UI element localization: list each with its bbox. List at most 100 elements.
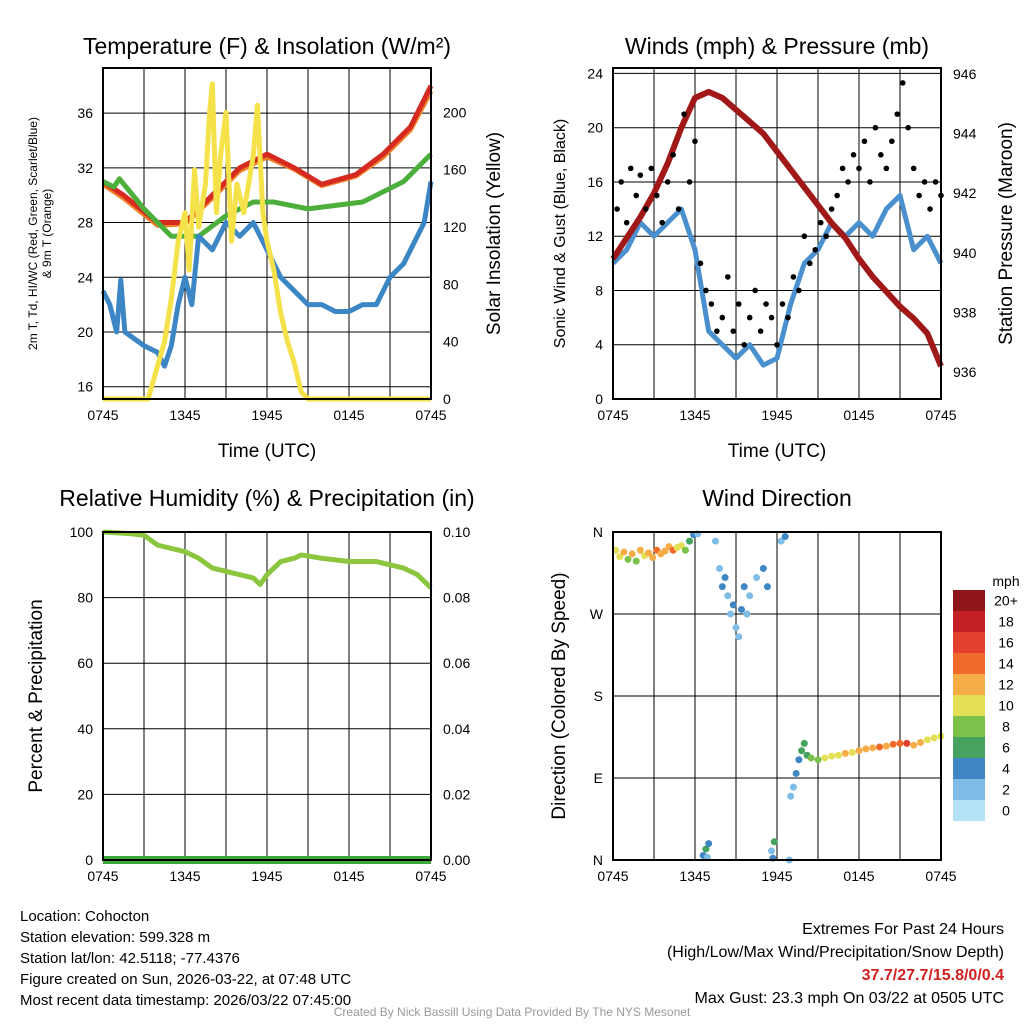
direction-point <box>770 838 778 846</box>
y2-tick-label: 938 <box>953 305 977 321</box>
gust-point <box>796 287 802 294</box>
colorbar-tick-label: 18 <box>998 614 1014 630</box>
y2-tick-label: 944 <box>953 126 977 142</box>
colorbar-swatch <box>953 779 985 800</box>
direction-point <box>705 840 713 848</box>
gust-point <box>927 206 933 212</box>
direction-point <box>718 583 726 591</box>
direction-point <box>923 736 931 744</box>
gust-point <box>623 219 630 226</box>
gust-point <box>801 233 808 240</box>
direction-point <box>828 752 836 760</box>
direction-point <box>716 564 724 572</box>
gust-point <box>768 314 775 321</box>
y-tick-label: 28 <box>77 215 93 231</box>
direction-point <box>740 583 748 591</box>
y2-tick-label: 942 <box>953 185 977 201</box>
colorbar-tick-label: 4 <box>1002 761 1010 777</box>
gust-point <box>741 341 747 348</box>
direction-point <box>807 754 815 762</box>
gust-point <box>850 152 857 158</box>
y-tick-label: 60 <box>77 655 93 671</box>
plot-frame <box>612 531 942 861</box>
x-tick-label: 1945 <box>761 868 792 884</box>
x-tick-label: 1945 <box>761 407 792 423</box>
y-axis-label: Direction (Colored By Speed) <box>549 572 570 819</box>
direction-point <box>735 633 743 641</box>
y-tick-label: 32 <box>77 160 93 176</box>
direction-point <box>729 601 737 609</box>
hi-wc-line <box>100 181 434 369</box>
y-tick-label: 40 <box>77 721 93 737</box>
x-tick-label: 0145 <box>333 868 364 884</box>
station-pressure-line <box>610 88 944 368</box>
gust-point <box>839 165 846 172</box>
y-tick-label: 80 <box>77 590 93 606</box>
station-info: Location: Cohocton Station elevation: 59… <box>20 906 351 1011</box>
direction-point <box>795 756 803 764</box>
direction-point <box>777 537 785 545</box>
direction-point <box>903 739 911 747</box>
gust-point <box>618 179 624 185</box>
x-tick-label: 0745 <box>87 868 118 884</box>
gust-point <box>681 111 687 117</box>
gust-point <box>675 206 682 212</box>
y2-tick-label: 0.04 <box>443 721 470 737</box>
x-tick-label: 0145 <box>843 407 874 423</box>
recent-data-text: Most recent data timestamp: 2026/03/22 0… <box>20 992 352 1009</box>
colorbar-swatch <box>953 737 985 758</box>
sonic-wind-line <box>611 193 944 368</box>
gust-point <box>664 179 671 185</box>
gust-point <box>757 328 764 334</box>
direction-point <box>759 564 767 572</box>
colorbar-tick-label: 2 <box>1002 782 1010 798</box>
chart-title: Wind Direction <box>702 485 852 511</box>
colorbar-swatch <box>953 674 985 695</box>
colorbar-swatch <box>953 800 985 821</box>
gust-point <box>828 206 835 212</box>
direction-point <box>702 845 710 853</box>
y2-tick-label: 0 <box>443 391 451 407</box>
direction-point <box>727 610 735 618</box>
colorbar-tick-label: 16 <box>998 635 1014 651</box>
y2-tick-label: 0.00 <box>443 852 470 868</box>
y2-tick-label: 200 <box>443 104 467 120</box>
direction-point <box>616 553 624 561</box>
colorbar-swatch <box>953 590 985 611</box>
direction-point <box>798 747 806 755</box>
y-tick-label: 4 <box>595 337 603 353</box>
panel-1: Temperature (F) & Insolation (W/m²) 16 20 2… <box>26 33 505 462</box>
gust-point <box>899 80 906 86</box>
colorbar-tick-label: 10 <box>998 698 1014 714</box>
y-axis-label: Percent & Precipitation <box>26 599 47 792</box>
direction-point <box>910 741 918 749</box>
gust-point <box>872 124 879 131</box>
elevation-text: Station elevation: 599.328 m <box>20 929 211 946</box>
direction-point <box>628 550 636 558</box>
gust-point <box>845 179 851 185</box>
extremes-values: 37.7/27.7/15.8/0/0.4 <box>861 967 1004 984</box>
gust-point <box>932 179 939 185</box>
direction-point <box>661 547 669 555</box>
x-tick-label: 0745 <box>597 868 628 884</box>
gust-point <box>823 233 829 240</box>
y2-tick-label: 0.02 <box>443 786 470 802</box>
gust-point <box>703 287 709 294</box>
gust-point <box>883 165 890 172</box>
chart-title: Relative Humidity (%) & Precipitation (i… <box>59 485 474 511</box>
y-axis-label: Sonic Wind & Gust (Blue, Black) <box>552 119 569 348</box>
gust-point <box>643 206 649 212</box>
extremes-title: Extremes For Past 24 Hours <box>802 921 1004 938</box>
gust-point <box>697 260 704 267</box>
y-tick-label: 100 <box>70 524 94 540</box>
td-line <box>101 152 433 239</box>
direction-point <box>835 751 842 759</box>
colorbar-tick-label: 8 <box>1002 719 1010 735</box>
plot-frame <box>102 67 432 400</box>
gust-point <box>856 165 862 172</box>
gust-point <box>785 314 791 321</box>
gust-point <box>730 328 737 334</box>
gust-point <box>817 219 824 226</box>
